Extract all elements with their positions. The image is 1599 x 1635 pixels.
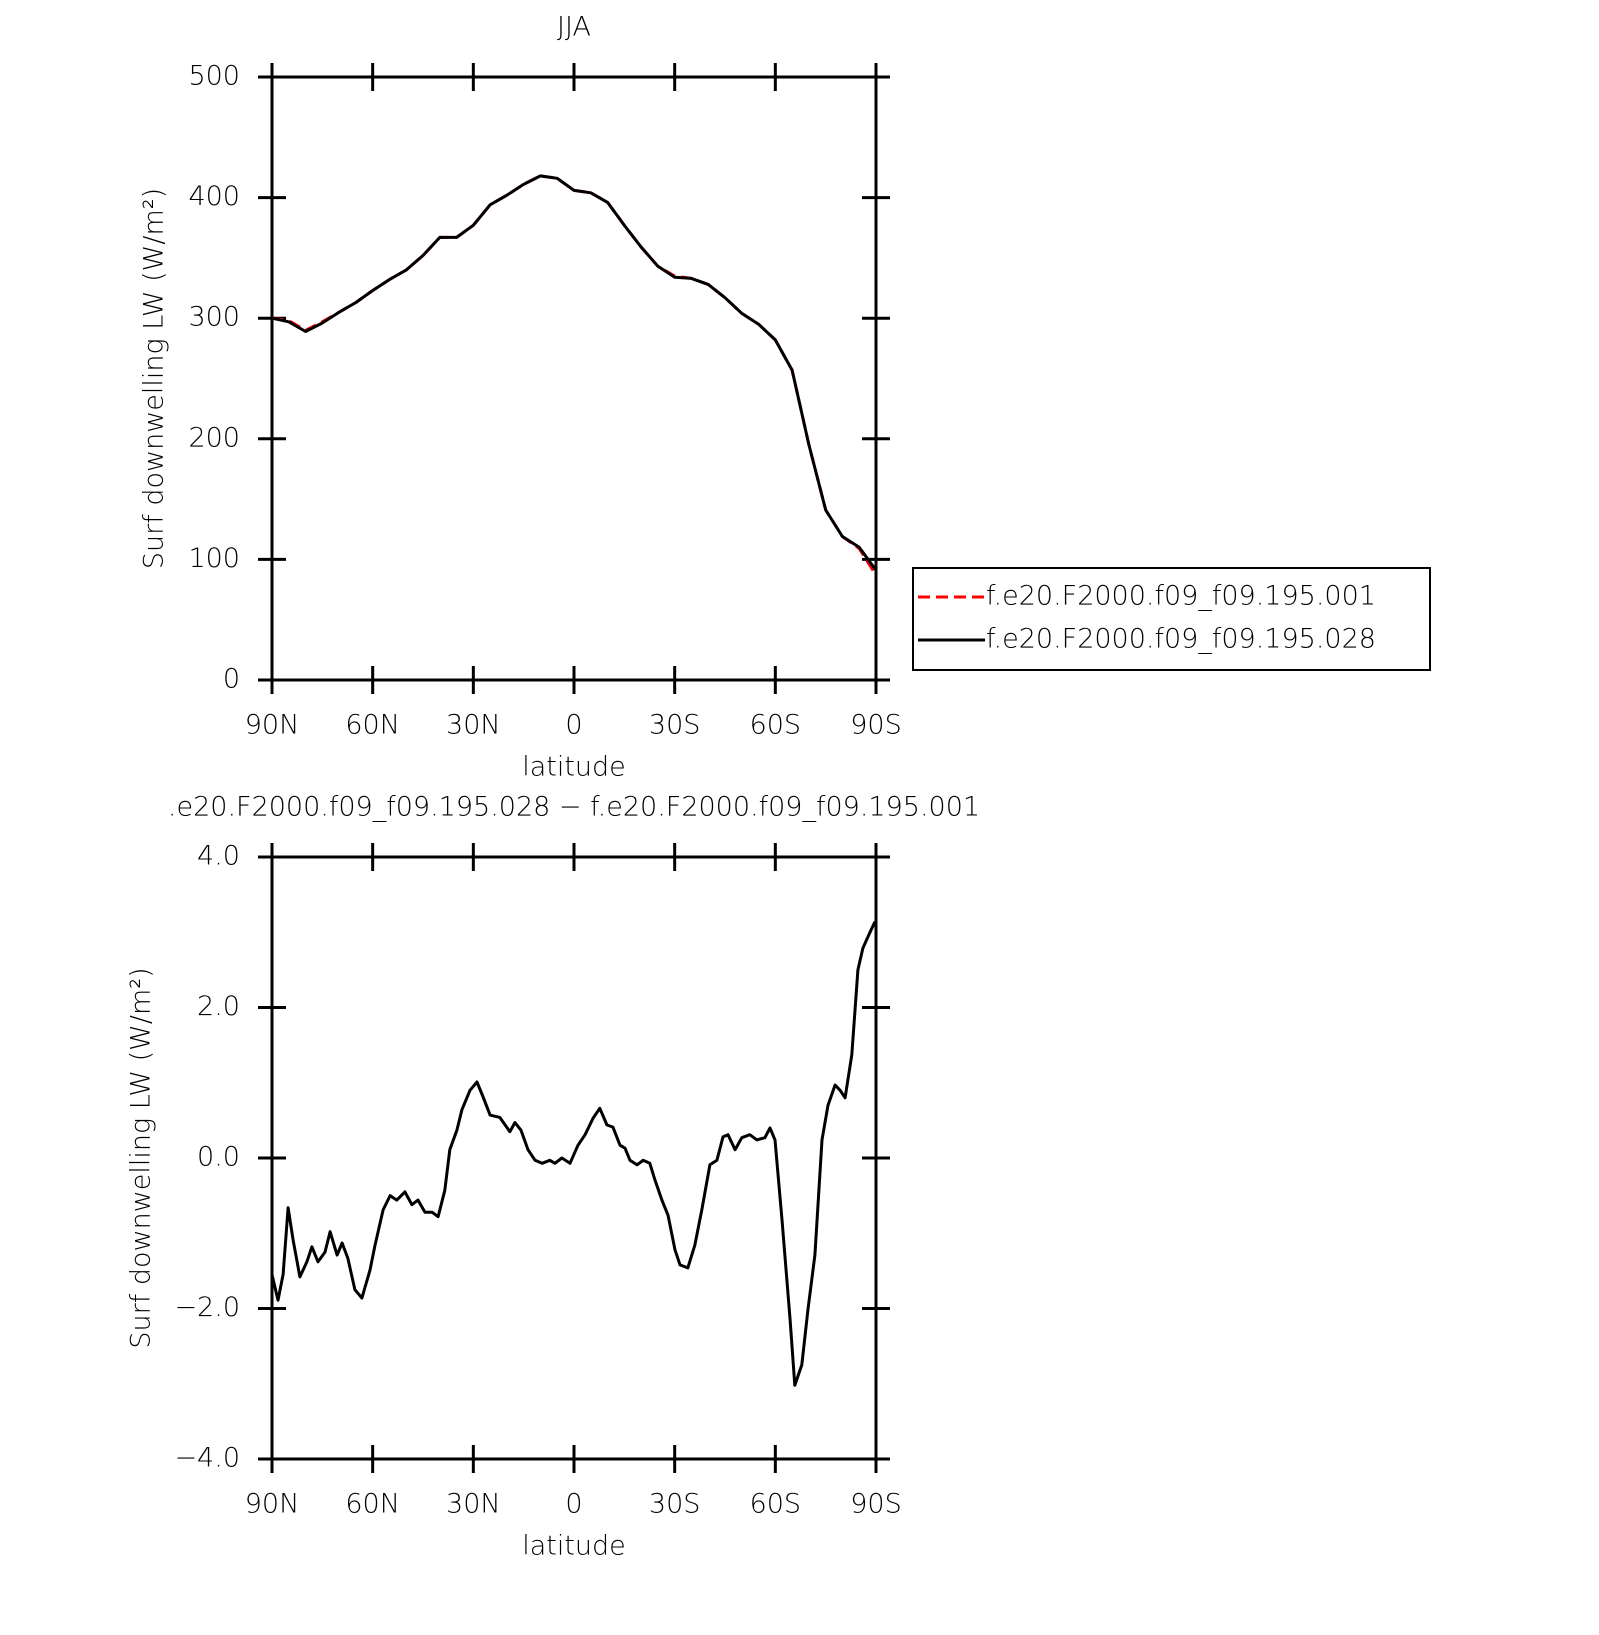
y-tick-label: 300 (188, 302, 240, 333)
y-tick-label: 2.0 (197, 991, 240, 1022)
x-axis-label: latitude (522, 1531, 626, 1562)
x-tick-label: 0 (565, 710, 582, 741)
y-tick-label: 0 (223, 664, 240, 695)
y-tick-label: 0.0 (197, 1142, 240, 1173)
y-tick-label: 4.0 (197, 841, 240, 872)
x-tick-label: 90S (850, 1489, 902, 1520)
y-tick-label: 500 (188, 61, 240, 92)
data-line (270, 921, 877, 1387)
data-line (271, 174, 878, 576)
y-tick-label: −4.0 (174, 1443, 240, 1474)
x-tick-label: 0 (565, 1489, 582, 1520)
x-tick-label: 60S (750, 1489, 802, 1520)
x-axis-label: latitude (522, 752, 626, 783)
x-tick-label: 30N (446, 710, 501, 741)
x-tick-label: 60S (750, 710, 802, 741)
legend-box (912, 567, 1431, 671)
data-line (271, 174, 878, 572)
chart-title: JJA (557, 12, 591, 43)
x-tick-label: 90S (850, 710, 902, 741)
x-tick-label: 60N (345, 1489, 400, 1520)
y-axis-label: Surf downwelling LW (W/m²) (126, 967, 157, 1348)
legend-label: f.e20.F2000.f09_f09.195.028 (986, 624, 1376, 655)
y-tick-label: −2.0 (174, 1292, 240, 1323)
y-tick-label: 200 (188, 422, 240, 453)
x-tick-label: 60N (345, 710, 400, 741)
plot-frame (270, 75, 878, 682)
chart-title: .e20.F2000.f09_f09.195.028 − f.e20.F2000… (168, 792, 980, 823)
x-tick-label: 30N (446, 1489, 501, 1520)
x-tick-label: 90N (245, 1489, 300, 1520)
plot-frame (270, 855, 878, 1461)
y-tick-label: 400 (188, 181, 240, 212)
x-tick-label: 30S (649, 1489, 701, 1520)
x-tick-label: 30S (649, 710, 701, 741)
legend-label: f.e20.F2000.f09_f09.195.001 (986, 581, 1376, 612)
x-tick-label: 90N (245, 710, 300, 741)
y-axis-label: Surf downwelling LW (W/m²) (139, 188, 170, 569)
y-tick-label: 100 (188, 543, 240, 574)
